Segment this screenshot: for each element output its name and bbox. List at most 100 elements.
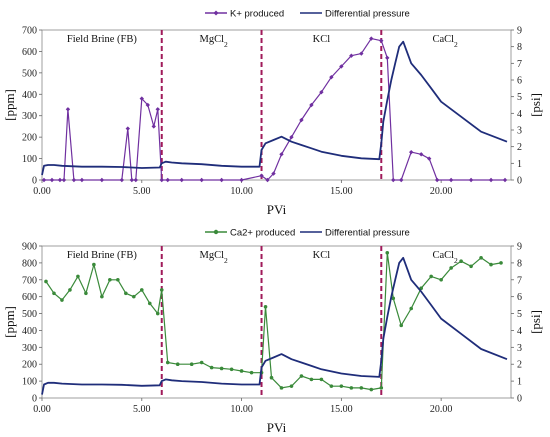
x-axis-title: PVi — [267, 202, 287, 217]
data-point — [209, 365, 214, 370]
legend-label: Differential pressure — [325, 9, 410, 20]
data-point — [125, 126, 131, 131]
y2-tick-label: 4 — [517, 326, 522, 337]
series-line — [41, 40, 508, 176]
data-point — [249, 370, 254, 375]
data-point — [299, 374, 304, 378]
x-tick-label: 10.00 — [230, 186, 253, 197]
series-line — [41, 256, 508, 395]
data-point — [61, 177, 67, 183]
y-tick-label: 300 — [22, 111, 37, 122]
data-point — [359, 51, 364, 56]
x-axis-title: PVi — [267, 420, 287, 435]
data-point — [155, 107, 160, 112]
data-point — [79, 177, 85, 183]
region-label: CaCl2 — [432, 34, 458, 49]
y-tick-label: 600 — [22, 47, 37, 58]
data-point — [189, 362, 194, 367]
legend-label: Differential pressure — [325, 228, 410, 239]
x-tick-label: 5.00 — [133, 404, 151, 415]
y-tick-label: 200 — [22, 133, 37, 144]
data-point — [151, 124, 156, 129]
data-point — [319, 89, 324, 95]
y2-axis-title: [psi] — [528, 93, 543, 117]
y2-tick-label: 8 — [517, 258, 522, 269]
data-point — [239, 369, 244, 373]
y2-tick-label: 1 — [517, 377, 522, 388]
y-axis-title: [ppm] — [2, 89, 17, 121]
y-tick-label: 800 — [22, 258, 37, 269]
series-line — [44, 38, 505, 181]
data-point — [359, 386, 364, 390]
data-point — [199, 177, 204, 183]
data-point — [265, 177, 270, 183]
data-point — [279, 386, 284, 390]
data-point — [132, 294, 136, 299]
data-point — [99, 177, 105, 183]
data-point — [116, 277, 120, 282]
region-label: MgCl2 — [200, 250, 229, 265]
legend-label: Ca2+ produced — [230, 228, 295, 239]
y-tick-label: 900 — [22, 242, 37, 253]
legend-label: K+ produced — [230, 9, 284, 20]
data-point — [426, 156, 432, 161]
data-point — [385, 250, 390, 255]
data-point — [129, 177, 135, 183]
legend: K+ produced Differential pressure — [205, 9, 410, 20]
y2-tick-label: 5 — [517, 92, 522, 103]
data-point — [84, 291, 88, 296]
y2-axis-title: [psi] — [528, 310, 543, 334]
y-tick-label: 500 — [22, 309, 37, 320]
y-tick-label: 500 — [22, 68, 37, 79]
data-point — [439, 277, 443, 282]
x-tick-label: 10.00 — [230, 404, 253, 415]
data-point — [219, 366, 224, 371]
chart-panel-1: 0 100 200 300 400 500 600 700 0 1 2 3 4 5 6 7 8 9 0.00 5.00… — [2, 9, 543, 218]
data-point — [165, 360, 170, 365]
data-point — [369, 36, 374, 41]
data-point — [489, 262, 493, 267]
data-point — [179, 177, 184, 183]
series-line — [45, 252, 502, 391]
data-point — [339, 384, 344, 388]
data-point — [391, 177, 396, 183]
data-point — [44, 279, 48, 284]
data-point — [159, 288, 164, 292]
region-label: KCl — [313, 250, 331, 261]
data-point — [391, 296, 396, 301]
data-point — [409, 306, 414, 311]
y-tick-label: 600 — [22, 292, 37, 303]
data-point — [309, 377, 314, 382]
data-point — [139, 96, 144, 101]
data-point — [165, 177, 170, 183]
legend: Ca2+ produced Differential pressure — [205, 228, 410, 239]
region-label: KCl — [313, 34, 331, 45]
y2-tick-label: 9 — [517, 26, 522, 37]
data-point — [399, 177, 404, 183]
y-tick-label: 700 — [22, 26, 37, 37]
y-tick-label: 700 — [22, 275, 37, 286]
data-point — [76, 274, 80, 279]
data-point — [279, 152, 284, 157]
data-point — [468, 177, 474, 183]
y2-tick-label: 3 — [517, 126, 522, 137]
y-tick-label: 200 — [22, 360, 37, 371]
plot-frame — [41, 29, 512, 181]
data-point — [289, 134, 294, 140]
series-1 — [41, 36, 508, 183]
data-point — [71, 177, 77, 183]
x-tick-label: 15.00 — [330, 186, 353, 197]
data-point — [349, 53, 354, 58]
x-tick-label: 0.00 — [33, 186, 51, 197]
x-tick-label: 0.00 — [33, 404, 51, 415]
data-point — [419, 286, 423, 291]
y2-tick-label: 7 — [517, 59, 522, 70]
y2-tick-label: 9 — [517, 242, 522, 253]
data-point — [469, 264, 473, 269]
data-point — [263, 305, 268, 309]
y2-tick-label: 2 — [517, 360, 522, 371]
data-point — [349, 386, 354, 390]
data-point — [199, 360, 204, 365]
data-point — [159, 177, 164, 183]
data-point — [65, 107, 71, 112]
